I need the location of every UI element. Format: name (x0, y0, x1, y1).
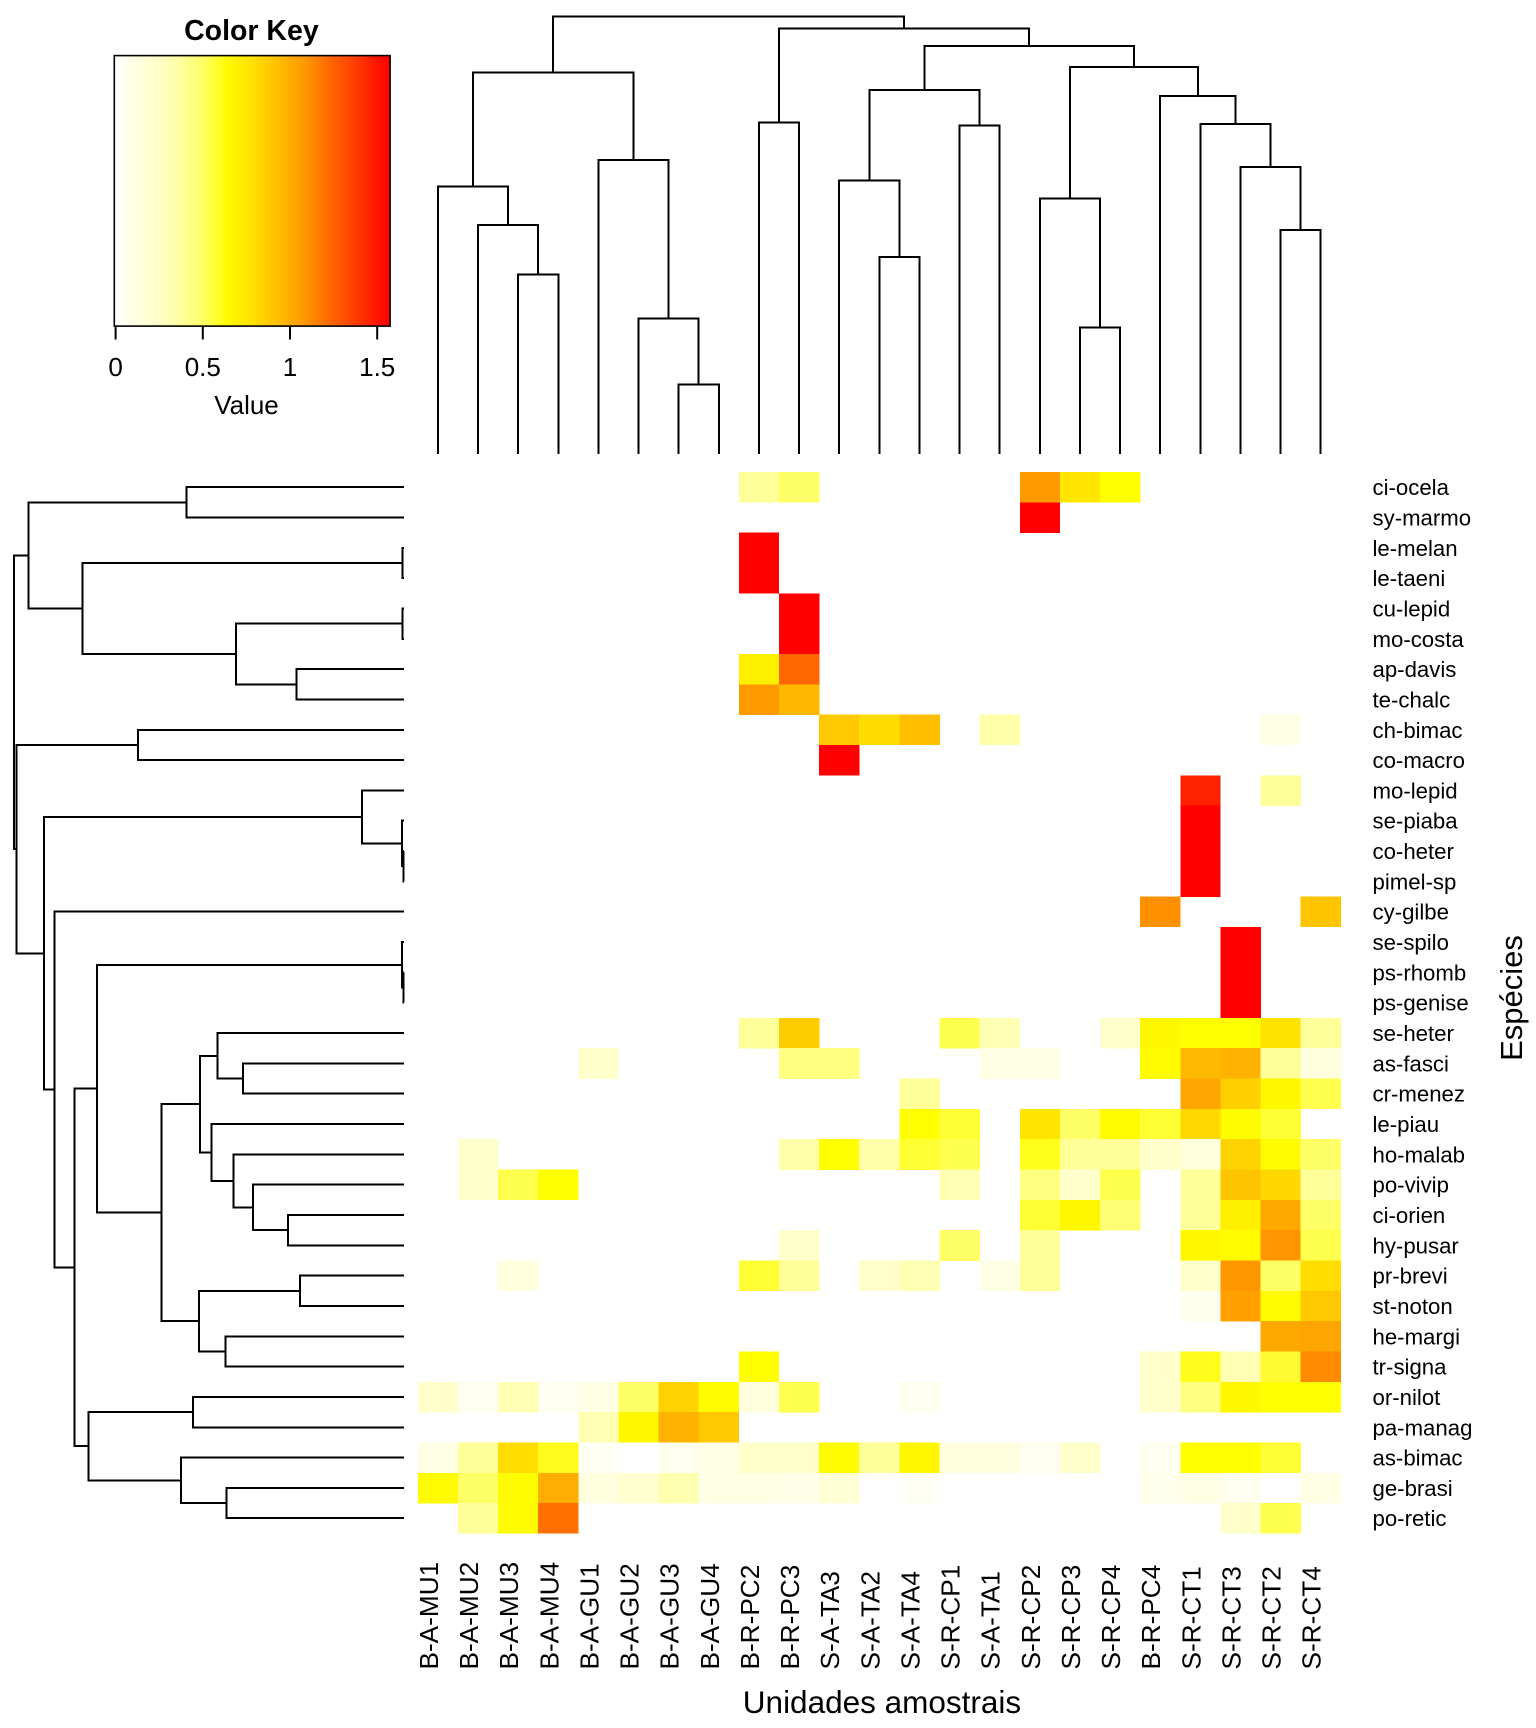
svg-text:0.5: 0.5 (185, 352, 221, 382)
svg-text:te-chalc: te-chalc (1373, 687, 1451, 712)
svg-text:S-A-TA1: S-A-TA1 (976, 1571, 1006, 1669)
svg-text:S-R-CT1: S-R-CT1 (1176, 1566, 1206, 1669)
svg-text:ps-genise: ps-genise (1373, 991, 1469, 1016)
svg-text:Unidades amostrais: Unidades amostrais (743, 1684, 1021, 1720)
svg-text:B-A-GU4: B-A-GU4 (695, 1563, 725, 1669)
svg-text:co-macro: co-macro (1373, 748, 1465, 773)
svg-text:ci-orien: ci-orien (1373, 1203, 1446, 1228)
svg-text:1: 1 (283, 352, 297, 382)
svg-text:se-spilo: se-spilo (1373, 930, 1449, 955)
svg-text:sy-marmo: sy-marmo (1373, 506, 1472, 531)
svg-text:cy-gilbe: cy-gilbe (1373, 900, 1449, 925)
svg-text:se-piaba: se-piaba (1373, 809, 1459, 834)
svg-text:as-bimac: as-bimac (1373, 1446, 1463, 1471)
svg-text:tr-signa: tr-signa (1373, 1355, 1448, 1380)
svg-text:ap-davis: ap-davis (1373, 657, 1457, 682)
svg-text:S-A-TA4: S-A-TA4 (895, 1571, 925, 1669)
svg-text:mo-lepid: mo-lepid (1373, 778, 1458, 803)
svg-text:hy-pusar: hy-pusar (1373, 1233, 1460, 1258)
svg-text:B-R-PC4: B-R-PC4 (1136, 1565, 1166, 1670)
svg-text:he-margi: he-margi (1373, 1324, 1461, 1349)
svg-text:B-A-GU1: B-A-GU1 (574, 1563, 604, 1669)
svg-text:B-A-MU3: B-A-MU3 (494, 1562, 524, 1670)
svg-text:Value: Value (214, 390, 279, 420)
svg-text:st-noton: st-noton (1373, 1294, 1453, 1319)
svg-text:S-R-CP2: S-R-CP2 (1016, 1565, 1046, 1670)
svg-text:S-A-TA2: S-A-TA2 (855, 1571, 885, 1669)
svg-text:as-fasci: as-fasci (1373, 1051, 1449, 1076)
svg-text:ci-ocela: ci-ocela (1373, 475, 1450, 500)
svg-text:B-R-PC2: B-R-PC2 (735, 1565, 765, 1670)
svg-text:or-nilot: or-nilot (1373, 1385, 1441, 1410)
svg-text:mo-costa: mo-costa (1373, 627, 1465, 652)
svg-text:Espécies: Espécies (1494, 935, 1529, 1061)
svg-text:S-R-CP1: S-R-CP1 (936, 1565, 966, 1670)
svg-text:S-R-CP4: S-R-CP4 (1096, 1565, 1126, 1670)
svg-text:B-A-MU4: B-A-MU4 (534, 1562, 564, 1670)
svg-text:ch-bimac: ch-bimac (1373, 718, 1463, 743)
svg-text:cu-lepid: cu-lepid (1373, 597, 1451, 622)
svg-text:co-heter: co-heter (1373, 839, 1455, 864)
svg-text:B-A-MU2: B-A-MU2 (454, 1562, 484, 1670)
svg-text:cr-menez: cr-menez (1373, 1082, 1465, 1107)
svg-text:B-A-GU3: B-A-GU3 (655, 1563, 685, 1669)
svg-text:se-heter: se-heter (1373, 1021, 1455, 1046)
svg-text:pr-brevi: pr-brevi (1373, 1264, 1448, 1289)
svg-text:S-R-CP3: S-R-CP3 (1056, 1565, 1086, 1670)
svg-text:1.5: 1.5 (359, 352, 395, 382)
svg-text:po-retic: po-retic (1373, 1506, 1447, 1531)
svg-text:ho-malab: ho-malab (1373, 1142, 1466, 1167)
svg-text:S-R-CT4: S-R-CT4 (1297, 1566, 1327, 1669)
svg-text:ge-brasi: ge-brasi (1373, 1476, 1453, 1501)
svg-text:Color Key: Color Key (184, 15, 319, 47)
svg-text:B-A-MU1: B-A-MU1 (414, 1562, 444, 1670)
svg-text:le-piau: le-piau (1373, 1112, 1440, 1137)
svg-text:B-R-PC3: B-R-PC3 (775, 1565, 805, 1670)
svg-text:le-melan: le-melan (1373, 536, 1458, 561)
svg-text:pimel-sp: pimel-sp (1373, 869, 1457, 894)
svg-text:B-A-GU2: B-A-GU2 (615, 1563, 645, 1669)
svg-text:S-R-CT3: S-R-CT3 (1217, 1566, 1247, 1669)
svg-text:ps-rhomb: ps-rhomb (1373, 960, 1467, 985)
svg-text:po-vivip: po-vivip (1373, 1173, 1449, 1198)
svg-text:S-A-TA3: S-A-TA3 (815, 1571, 845, 1669)
svg-text:pa-manag: pa-manag (1373, 1415, 1473, 1440)
svg-text:le-taeni: le-taeni (1373, 566, 1446, 591)
svg-text:S-R-CT2: S-R-CT2 (1257, 1566, 1287, 1669)
svg-text:0: 0 (108, 352, 122, 382)
